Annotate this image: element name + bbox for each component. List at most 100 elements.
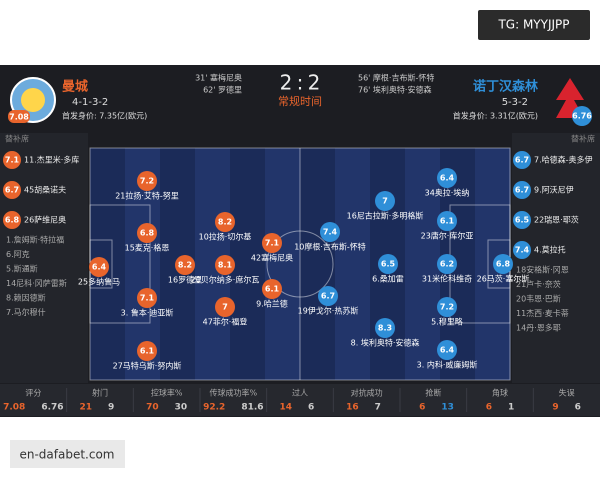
reserve-name: 5.斯通斯 <box>6 264 38 274</box>
away-rating: 6.76 <box>572 112 592 121</box>
reserve-name: 18安格斯·冈恩 <box>516 265 569 275</box>
bench-rating: 6.7 <box>5 186 19 195</box>
player-rating: 6.4 <box>440 346 455 355</box>
player-name: 26马茨·塞尔斯 <box>477 274 530 284</box>
player-name: 9.哈兰德 <box>256 299 288 309</box>
stat-home: 6 <box>419 403 425 413</box>
bench-rating: 7.4 <box>515 246 530 255</box>
player-name: 21拉扬·艾特-努里 <box>115 191 179 201</box>
player-name: 3. 鲁本·迪亚斯 <box>121 308 174 318</box>
player-name: 42塞梅尼奥 <box>251 253 293 263</box>
home-rating-bg <box>8 110 30 123</box>
bench-name: 22瑞恩·耶茨 <box>534 215 579 225</box>
reserve-name: 6.阿克 <box>6 250 30 259</box>
player-rating-bg <box>375 191 395 211</box>
reserve-name: 14尼科·冈萨雷斯 <box>6 278 67 288</box>
stat-label: 失误 <box>559 388 575 398</box>
player-rating: 8.2 <box>218 218 232 227</box>
player-rating: 6.5 <box>381 260 396 269</box>
reserve-name: 21卢卡·奈茨 <box>516 279 561 289</box>
away-goal: 76' 埃利奥特·安德森 <box>358 85 431 95</box>
stat-home: 14 <box>279 403 292 413</box>
player-rating: 8.1 <box>218 261 233 270</box>
bench-rating: 6.7 <box>515 156 529 165</box>
pitch-stripe <box>405 148 441 380</box>
player-rating-bg <box>493 254 513 274</box>
away-bench-bg <box>512 133 600 383</box>
stat-home: 70 <box>146 403 159 413</box>
player-name: 10摩根·吉布斯-怀特 <box>294 242 366 252</box>
stat-away: 6 <box>575 403 581 413</box>
home-name: 曼城 <box>62 79 88 95</box>
away-bench-label: 替补席 <box>571 134 595 144</box>
player-rating: 7.2 <box>440 303 454 312</box>
player-rating-bg <box>320 222 340 242</box>
away-formation: 5-3-2 <box>502 97 528 108</box>
player-name: 3. 内科·威廉姆斯 <box>417 360 478 370</box>
player-rating-bg <box>137 223 157 243</box>
bench-name: 4.莫拉托 <box>534 245 566 255</box>
player-name: 27马特乌斯·努内斯 <box>113 361 182 371</box>
player-rating: 6.8 <box>140 229 155 238</box>
stat-home: 16 <box>346 403 359 413</box>
bench-rating-bg <box>513 241 531 259</box>
player-name: 25多纳鲁马 <box>78 277 120 287</box>
player-rating-bg <box>215 212 235 232</box>
bench-rating-bg <box>513 181 531 199</box>
bench-rating-bg <box>513 151 531 169</box>
away-name: 诺丁汉森林 <box>473 79 538 95</box>
player-name: 5.穆里略 <box>431 317 463 327</box>
player-rating: 6.4 <box>92 263 107 272</box>
player-rating: 6.1 <box>440 217 455 226</box>
stat-label: 传球成功率% <box>210 388 258 398</box>
stat-label: 角球 <box>492 388 508 398</box>
bench-name: 45胡桑诺夫 <box>24 185 66 195</box>
away-rating-bg <box>572 106 592 126</box>
stat-away: 13 <box>441 403 454 413</box>
watermark: TG: MYYJJPP <box>497 18 569 32</box>
player-rating-bg <box>262 233 282 253</box>
reserve-name: 14丹·恩多耶 <box>516 323 561 333</box>
home-value: 首发身价: 7.35亿(欧元) <box>62 111 147 121</box>
home-goal: 62' 罗德里 <box>203 85 242 95</box>
player-rating-bg <box>437 168 457 188</box>
home-goal: 31' 塞梅尼奥 <box>195 73 242 83</box>
score-away: 2 <box>308 71 321 95</box>
bench-rating-bg <box>3 151 21 169</box>
away-goal: 56' 摩根·吉布斯-怀特 <box>358 73 434 83</box>
player-name: 16罗德里 <box>168 275 202 285</box>
stat-home: 7.08 <box>3 403 25 413</box>
player-rating: 6.1 <box>140 347 155 356</box>
home-formation: 4-1-3-2 <box>72 97 108 108</box>
player-rating: 8.3 <box>378 324 392 333</box>
bench-name: 9.阿沃尼伊 <box>534 185 574 195</box>
stat-away: 9 <box>108 403 114 413</box>
player-rating-bg <box>137 288 157 308</box>
bench-name: 11.杰里米·多库 <box>24 155 79 165</box>
reserve-name: 7.马尔穆什 <box>6 307 46 317</box>
player-rating: 7 <box>222 303 228 312</box>
player-rating-bg <box>378 254 398 274</box>
player-name: 19伊戈尔·热苏斯 <box>298 306 359 316</box>
stats-bar <box>0 384 600 416</box>
player-rating: 6.7 <box>321 292 335 301</box>
stat-label: 评分 <box>25 389 41 398</box>
player-rating-bg <box>137 341 157 361</box>
player-name: 8. 埃利奥特·安德森 <box>351 338 420 348</box>
stat-label: 射门 <box>92 388 108 398</box>
player-rating: 6.4 <box>440 174 455 183</box>
pitch-stripe <box>300 148 336 380</box>
home-logo-inner <box>21 88 45 112</box>
player-rating: 7.4 <box>323 228 338 237</box>
pitch-stripe <box>265 148 301 380</box>
player-rating-bg <box>215 297 235 317</box>
score-home: 2 <box>280 71 293 95</box>
bench-rating: 6.7 <box>515 186 529 195</box>
player-rating-bg <box>89 257 109 277</box>
center-circle <box>266 230 334 298</box>
reserve-name: 1.詹姆斯·特拉福 <box>6 235 64 245</box>
stat-home: 92.2 <box>203 403 225 413</box>
bench-name: 7.哈德森-奥多伊 <box>534 155 593 165</box>
player-rating: 8.2 <box>178 261 192 270</box>
player-name: 20贝尔纳多·席尔瓦 <box>191 275 260 285</box>
